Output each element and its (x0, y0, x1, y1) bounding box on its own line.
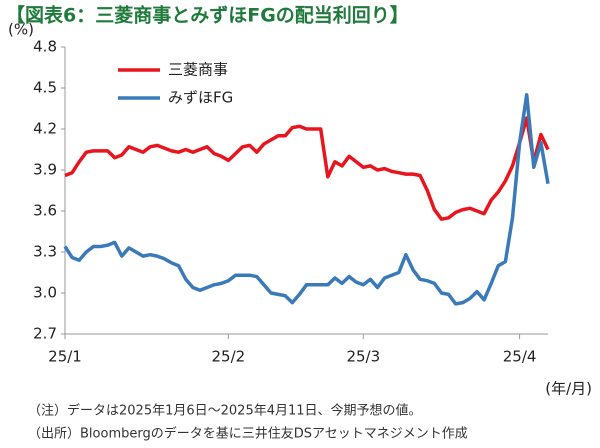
chart-title: 【図表6：三菱商事とみずほFGの配当利回り】 (6, 4, 409, 27)
y-axis-label: (%) (8, 21, 34, 39)
x-tick-label: 25/1 (48, 348, 82, 366)
y-tick-label: 3.6 (33, 202, 57, 220)
y-tick-label: 2.7 (33, 325, 57, 343)
x-tick-label: 25/4 (503, 348, 537, 366)
legend-label: みずほFG (168, 89, 233, 107)
legend-label: 三菱商事 (168, 61, 228, 79)
y-tick-label: 4.8 (33, 38, 57, 56)
y-tick-label: 3.3 (33, 243, 57, 261)
y-tick-label: 4.2 (33, 120, 57, 138)
x-tick-label: 25/2 (212, 348, 246, 366)
y-tick-label: 3.9 (33, 161, 57, 179)
series-line (63, 93, 550, 306)
source: （出所）Bloombergのデータを基に三井住友DSアセットマネジメント作成 (28, 426, 468, 442)
note: （注）データは2025年1月6日～2025年4月11日、今期予想の値。 (28, 403, 422, 419)
y-tick-label: 3.0 (33, 284, 57, 302)
x-tick-label: 25/3 (346, 348, 380, 366)
y-tick-label: 4.5 (33, 79, 57, 97)
x-axis-label: (年/月) (545, 380, 592, 398)
series-line (64, 116, 550, 221)
